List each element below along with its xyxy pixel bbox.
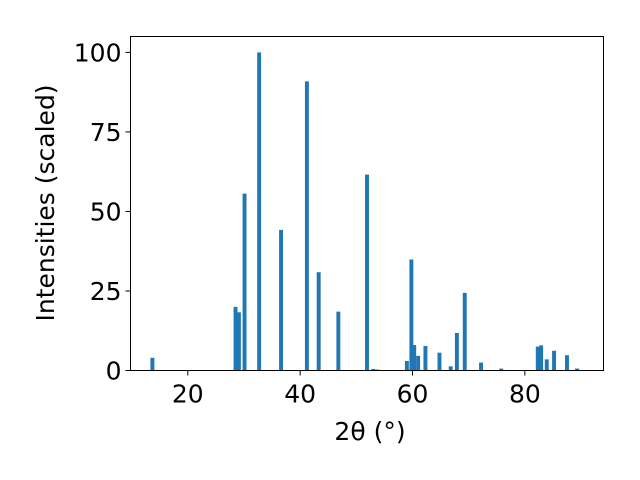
bar-2: [236, 312, 241, 371]
bar-series: [150, 52, 580, 371]
y-tick-label: 50: [90, 197, 122, 226]
bar-18: [448, 366, 453, 371]
x-tick-label: 60: [397, 380, 429, 409]
bar-3: [242, 193, 247, 371]
bar-0: [150, 357, 155, 371]
bar-17: [437, 352, 442, 371]
bar-1: [233, 306, 238, 371]
bar-12: [404, 360, 409, 371]
plot-frame: [130, 36, 604, 371]
bar-5: [279, 229, 284, 371]
x-tick-label: 40: [284, 380, 316, 409]
x-axis-label: 2θ (°): [334, 417, 405, 446]
bar-24: [539, 345, 544, 371]
bar-4: [257, 52, 262, 371]
bar-13: [409, 259, 414, 371]
y-axis-label: Intensities (scaled): [31, 84, 60, 321]
x-tick-label: 20: [172, 380, 204, 409]
bar-7: [316, 272, 321, 371]
bar-22: [499, 368, 504, 371]
y-tick-label: 25: [90, 277, 122, 306]
y-axis-ticks: 0 25 50 75 100: [74, 38, 131, 386]
bar-9: [365, 174, 369, 371]
bar-15: [416, 355, 421, 371]
bar-19: [454, 332, 459, 371]
bar-21: [479, 362, 483, 371]
bar-16: [423, 346, 428, 371]
bar-8: [336, 311, 341, 371]
y-tick-label: 0: [106, 357, 122, 386]
bar-20: [462, 292, 467, 371]
bar-23: [535, 346, 540, 371]
x-tick-label: 80: [509, 380, 541, 409]
y-tick-label: 75: [90, 118, 122, 147]
bar-28: [575, 368, 580, 371]
bar-6: [304, 81, 309, 371]
bar-14: [412, 345, 417, 371]
bar-26: [552, 350, 557, 371]
bar-25: [544, 359, 549, 371]
bar-27: [565, 355, 569, 371]
bar-10: [371, 368, 376, 371]
x-axis-ticks: 20 40 60 80: [172, 370, 541, 409]
y-tick-label: 100: [74, 38, 122, 67]
